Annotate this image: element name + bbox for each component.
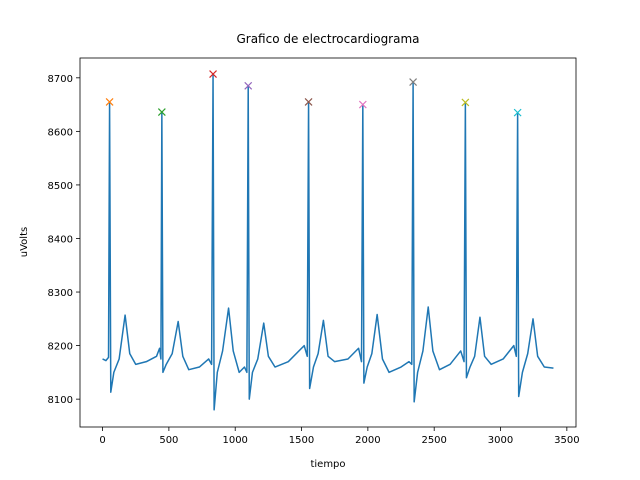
x-tick-label: 3500 — [554, 435, 579, 446]
y-tick-label: 8600 — [48, 127, 73, 138]
peak-marker — [513, 108, 522, 117]
plot-frame — [79, 57, 577, 428]
peak-marker — [358, 100, 367, 109]
x-tick-label: 500 — [159, 435, 178, 446]
x-tick-label: 1500 — [289, 435, 314, 446]
y-tick-label: 8500 — [48, 181, 73, 192]
chart-title: Grafico de electrocardiograma — [236, 32, 419, 46]
x-tick-label: 2000 — [355, 435, 380, 446]
peak-marker — [105, 97, 114, 106]
ecg-line — [102, 73, 554, 411]
peak-marker — [461, 98, 470, 107]
x-tick-label: 0 — [99, 435, 105, 446]
y-tick-label: 8300 — [48, 288, 73, 299]
y-tick-label: 8700 — [48, 74, 73, 85]
y-axis-label: uVolts — [19, 227, 30, 257]
x-tick-label: 2500 — [421, 435, 446, 446]
y-tick-label: 8400 — [48, 234, 73, 245]
x-tick-label: 1000 — [222, 435, 247, 446]
y-tick-label: 8100 — [48, 395, 73, 406]
peak-marker — [157, 108, 166, 117]
x-tick-label: 3000 — [488, 435, 513, 446]
x-axis-label: tiempo — [310, 459, 345, 470]
y-tick-label: 8200 — [48, 342, 73, 353]
peak-marker — [304, 97, 313, 106]
peak-marker — [209, 70, 217, 78]
peak-marker — [244, 81, 253, 90]
peak-marker — [409, 78, 418, 87]
